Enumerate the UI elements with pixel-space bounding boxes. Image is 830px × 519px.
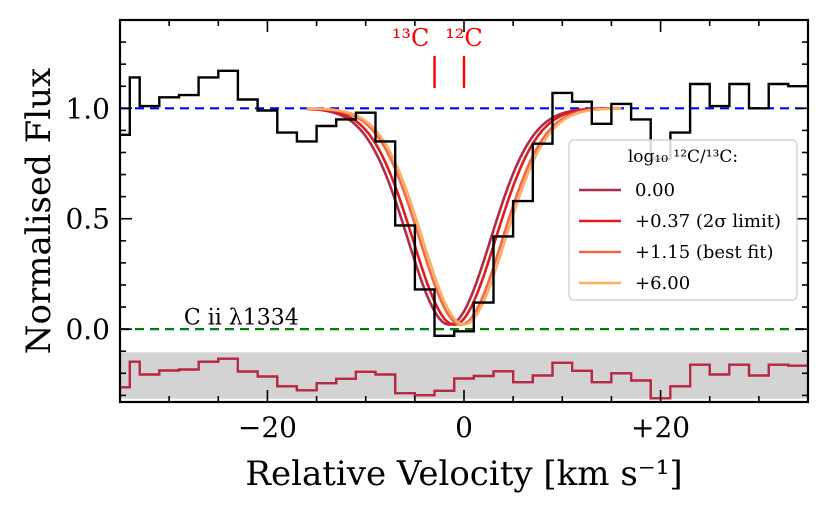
model-curve-1 [306, 107, 622, 327]
legend-box [568, 139, 798, 301]
y-tick-label: 0.5 [65, 203, 110, 236]
line-label: C ii λ1334 [184, 306, 299, 331]
y-tick-label: 1.0 [65, 92, 110, 125]
legend-label-0: 0.00 [635, 180, 675, 201]
marker-label-0: ¹³C [392, 24, 430, 52]
y-axis-label: Normalised Flux [19, 68, 59, 354]
x-axis-label: Relative Velocity [km s⁻¹] [245, 454, 682, 494]
x-tick-label: −20 [238, 411, 297, 444]
residual-curve-0 [120, 357, 808, 400]
observed-spectrum [120, 69, 808, 337]
x-tick-label: +20 [631, 411, 690, 444]
model-curve-3 [306, 107, 622, 327]
legend-label-3: +6.00 [635, 273, 690, 294]
x-tick-label: 0 [455, 411, 473, 444]
legend-title: log₁₀ ¹²C/¹³C: [628, 147, 738, 167]
legend-label-2: +1.15 (best fit) [635, 242, 774, 263]
y-tick-label: 0.0 [65, 313, 110, 346]
legend-label-1: +0.37 (2σ limit) [635, 211, 781, 232]
